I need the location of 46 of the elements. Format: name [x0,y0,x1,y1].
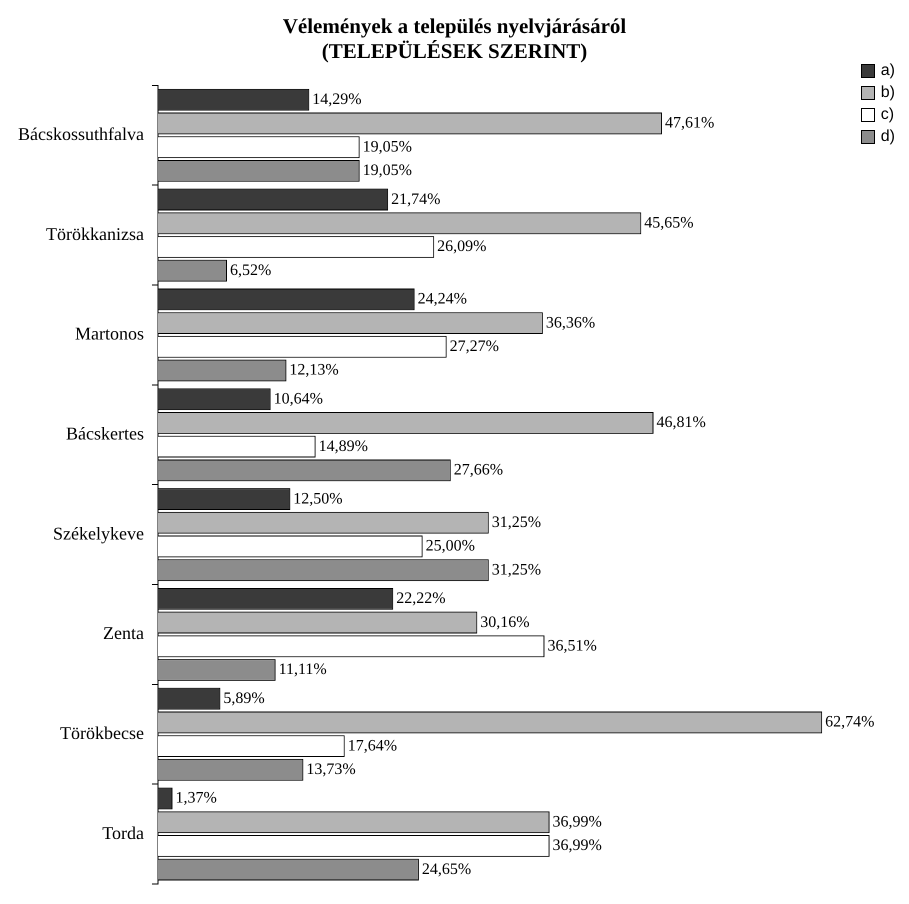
y-tick-label: Torda [102,822,144,843]
data-label: 14,89% [318,438,368,455]
chart-subtitle: (TELEPÜLÉSEK SZERINT) [322,39,588,64]
data-label: 19,05% [362,138,412,156]
y-tick-label: Törökbecse [60,722,144,743]
data-label: 36,99% [552,813,602,830]
data-label: 30,16% [480,614,530,631]
data-label: 36,99% [552,837,602,854]
data-label: 24,24% [418,290,467,308]
data-label: 24,65% [422,860,472,878]
data-label: 31,25% [492,514,542,531]
legend-label: a) [880,62,895,80]
y-tick-label: Zenta [102,623,144,644]
data-label: 46,81% [656,414,706,432]
data-label: 27,66% [454,462,504,479]
data-label: 22,22% [396,590,446,608]
data-label: 5,89% [223,690,265,707]
data-label: 36,51% [547,637,597,654]
data-label: 11,11% [278,661,327,678]
y-tick-label: Bácskertes [66,424,144,444]
y-tick-label: Székelykeve [53,523,144,544]
data-label: 27,27% [450,338,499,356]
data-label: 13,73% [306,761,356,778]
data-label: 36,36% [546,314,596,332]
data-label: 12,13% [289,362,339,379]
y-tick-label: Bácskossuthfalva [18,124,144,144]
data-label: 47,61% [664,114,714,132]
data-label: 17,64% [348,737,398,754]
data-label: 26,09% [437,238,486,256]
data-label: 31,25% [492,561,542,578]
y-tick-label: Martonos [74,324,144,344]
y-tick-label: Törökkanizsa [46,224,144,244]
data-label: 62,74% [825,714,874,731]
data-label: 45,65% [644,214,694,232]
data-label: 14,29% [312,90,362,108]
legend-label: b) [880,84,895,102]
data-label: 1,37% [175,790,217,807]
chart-title: Vélemények a település nyelvjárásáról [282,14,626,38]
data-label: 19,05% [362,162,412,180]
data-label: 12,50% [293,490,343,508]
data-label: 6,52% [230,262,272,279]
data-label: 21,74% [391,190,440,208]
legend-label: d) [880,128,895,146]
text: c) [880,106,894,124]
data-label: 25,00% [426,538,475,555]
data-label: 10,64% [274,390,323,408]
